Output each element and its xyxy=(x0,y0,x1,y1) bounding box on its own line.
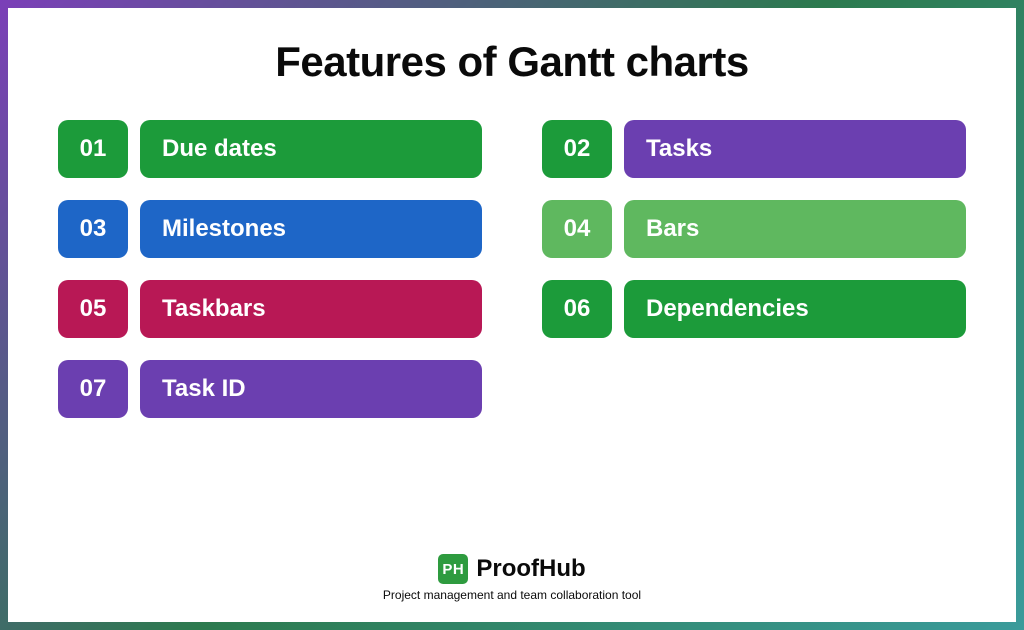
feature-label: Taskbars xyxy=(140,280,482,338)
brand: PH ProofHub xyxy=(438,554,585,584)
feature-number: 04 xyxy=(542,200,612,258)
feature-number: 01 xyxy=(58,120,128,178)
brand-tagline: Project management and team collaboratio… xyxy=(58,588,966,602)
feature-item: 05 Taskbars xyxy=(58,280,482,338)
feature-label: Dependencies xyxy=(624,280,966,338)
brand-name: ProofHub xyxy=(476,555,585,583)
feature-number: 03 xyxy=(58,200,128,258)
feature-label: Bars xyxy=(624,200,966,258)
brand-icon: PH xyxy=(438,554,468,584)
feature-label: Task ID xyxy=(140,360,482,418)
feature-label: Milestones xyxy=(140,200,482,258)
feature-number: 06 xyxy=(542,280,612,338)
feature-item: 03 Milestones xyxy=(58,200,482,258)
feature-item: 02 Tasks xyxy=(542,120,966,178)
page-title: Features of Gantt charts xyxy=(58,38,966,86)
feature-grid: 01 Due dates 02 Tasks 03 Milestones 04 B… xyxy=(58,120,966,418)
feature-item: 06 Dependencies xyxy=(542,280,966,338)
gradient-frame: Features of Gantt charts 01 Due dates 02… xyxy=(0,0,1024,630)
footer: PH ProofHub Project management and team … xyxy=(58,530,966,602)
feature-item: 07 Task ID xyxy=(58,360,482,418)
feature-label: Tasks xyxy=(624,120,966,178)
feature-item: 04 Bars xyxy=(542,200,966,258)
feature-item: 01 Due dates xyxy=(58,120,482,178)
feature-number: 05 xyxy=(58,280,128,338)
feature-item-empty xyxy=(542,360,966,418)
feature-number: 07 xyxy=(58,360,128,418)
feature-label: Due dates xyxy=(140,120,482,178)
content-panel: Features of Gantt charts 01 Due dates 02… xyxy=(8,8,1016,622)
feature-number: 02 xyxy=(542,120,612,178)
